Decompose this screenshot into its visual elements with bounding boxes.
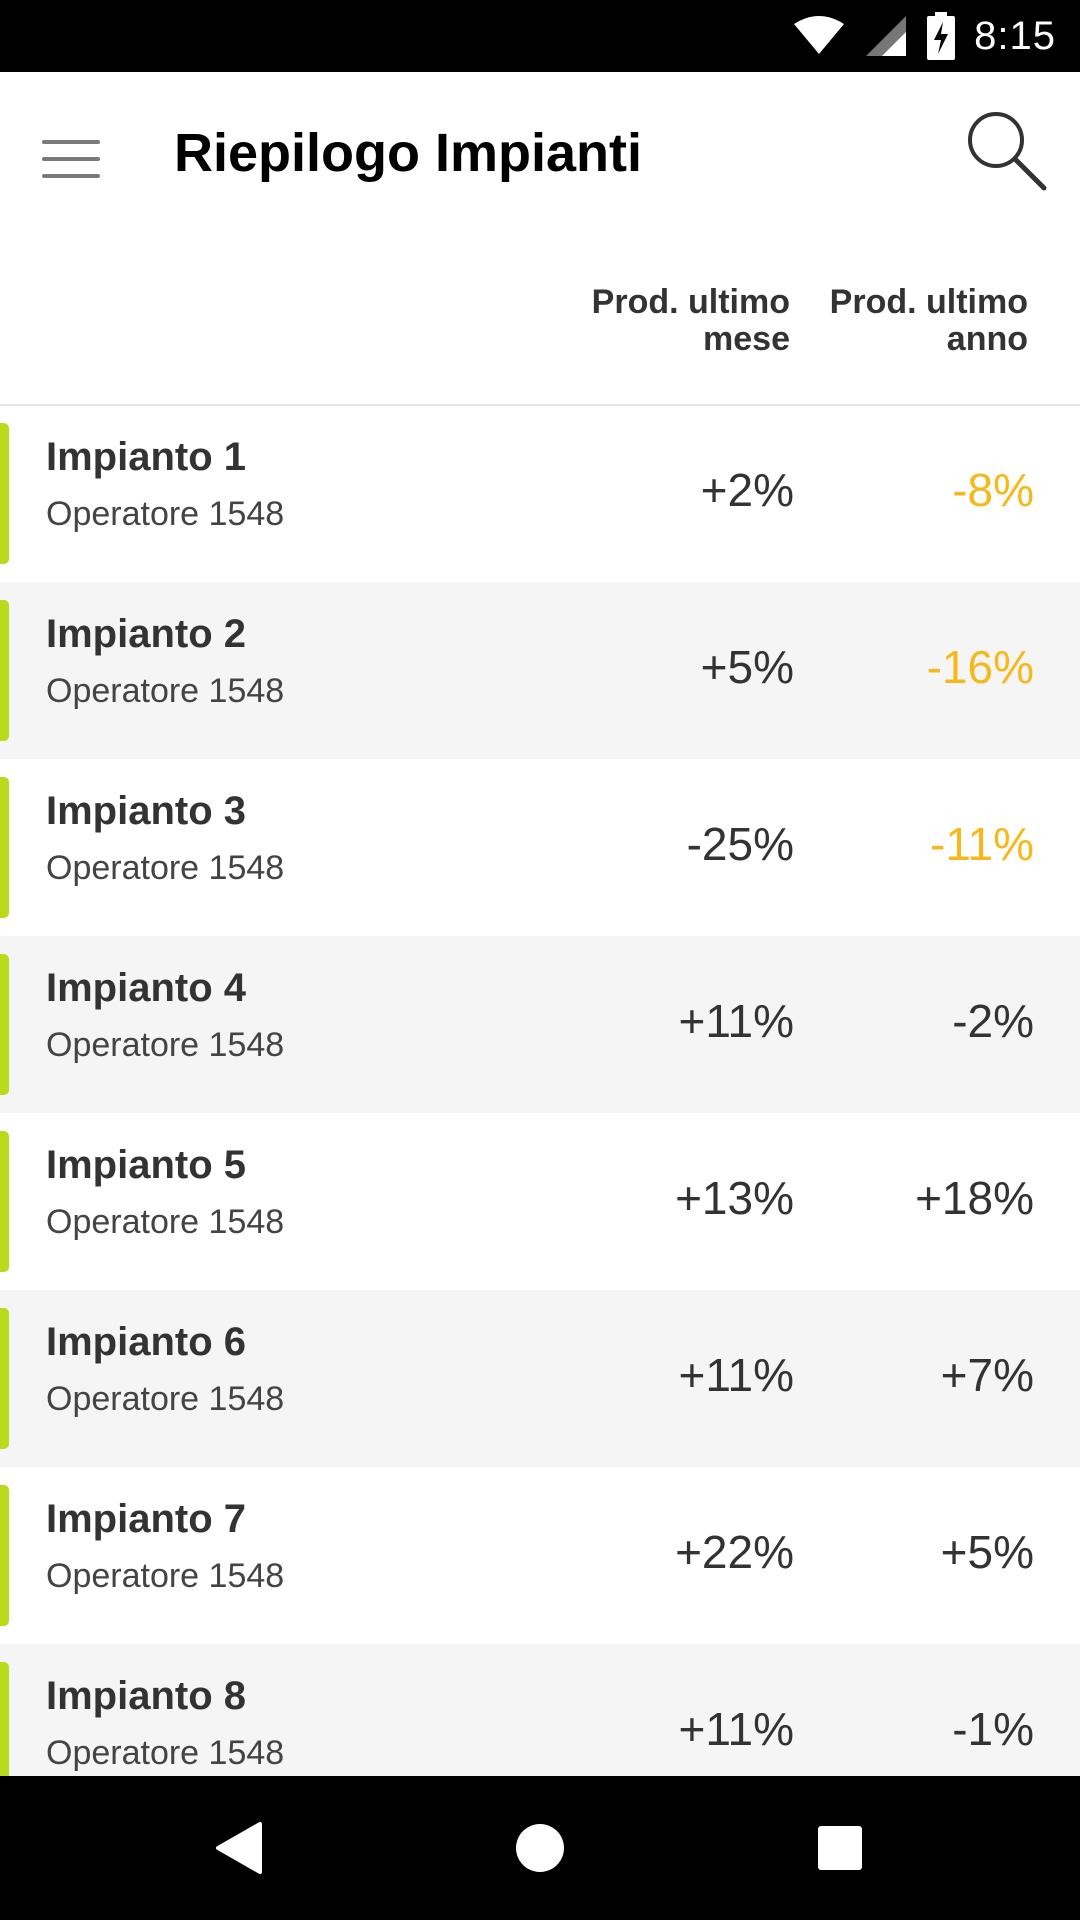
- recents-icon[interactable]: [804, 1812, 876, 1884]
- month-value: +11%: [678, 1349, 794, 1401]
- plant-operator: Operatore 1548: [46, 1203, 285, 1241]
- wifi-icon: [794, 16, 845, 54]
- plant-operator: Operatore 1548: [46, 1734, 285, 1772]
- row-accent-bar: [0, 1131, 9, 1272]
- month-value: +2%: [700, 464, 794, 516]
- year-value: -11%: [930, 818, 1034, 870]
- plant-name: Impianto 4: [46, 966, 247, 1010]
- row-accent-bar: [0, 777, 9, 918]
- year-value: -2%: [952, 995, 1034, 1047]
- year-value: -8%: [952, 464, 1034, 516]
- plant-operator: Operatore 1548: [46, 1380, 285, 1418]
- plant-name: Impianto 7: [46, 1497, 247, 1541]
- menu-icon[interactable]: [30, 116, 114, 200]
- year-value: -16%: [926, 641, 1034, 693]
- battery-charging-icon: [927, 12, 956, 60]
- search-icon[interactable]: [962, 106, 1052, 196]
- signal-icon: [866, 16, 907, 56]
- list-item[interactable]: Impianto 8 Operatore 1548 +11% -1%: [0, 1644, 1080, 1776]
- plant-name: Impianto 1: [46, 435, 247, 479]
- month-value: +22%: [675, 1526, 794, 1578]
- year-value: +5%: [940, 1526, 1034, 1578]
- navigation-bar: [0, 1776, 1080, 1920]
- month-value: -25%: [686, 818, 794, 870]
- page-title: Riepilogo Impianti: [174, 123, 642, 183]
- column-headers: Prod. ultimo mese Prod. ultimo anno: [0, 236, 1080, 406]
- list-item[interactable]: Impianto 7 Operatore 1548 +22% +5%: [0, 1467, 1080, 1644]
- list-item[interactable]: Impianto 6 Operatore 1548 +11% +7%: [0, 1290, 1080, 1467]
- month-value: +13%: [675, 1172, 794, 1224]
- back-icon[interactable]: [204, 1812, 276, 1884]
- plant-operator: Operatore 1548: [46, 495, 285, 533]
- plant-name: Impianto 8: [46, 1674, 247, 1718]
- status-bar: 8:15: [0, 0, 1080, 72]
- home-icon[interactable]: [504, 1812, 576, 1884]
- row-accent-bar: [0, 1308, 9, 1449]
- row-accent-bar: [0, 1662, 9, 1776]
- row-accent-bar: [0, 954, 9, 1095]
- month-value: +5%: [700, 641, 794, 693]
- plant-name: Impianto 5: [46, 1143, 247, 1187]
- plant-list: Impianto 1 Operatore 1548 +2% -8% Impian…: [0, 405, 1080, 1776]
- status-time: 8:15: [974, 13, 1056, 58]
- plant-operator: Operatore 1548: [46, 1026, 285, 1064]
- year-value: -1%: [952, 1703, 1034, 1755]
- list-item[interactable]: Impianto 2 Operatore 1548 +5% -16%: [0, 582, 1080, 759]
- column-header-month[interactable]: Prod. ultimo mese: [591, 283, 790, 358]
- row-accent-bar: [0, 600, 9, 741]
- plant-name: Impianto 6: [46, 1320, 247, 1364]
- year-value: +7%: [940, 1349, 1034, 1401]
- plant-operator: Operatore 1548: [46, 1557, 285, 1595]
- row-accent-bar: [0, 423, 9, 564]
- list-item[interactable]: Impianto 1 Operatore 1548 +2% -8%: [0, 405, 1080, 582]
- month-value: +11%: [678, 1703, 794, 1755]
- year-value: +18%: [915, 1172, 1034, 1224]
- plant-operator: Operatore 1548: [46, 672, 285, 710]
- plant-name: Impianto 3: [46, 789, 247, 833]
- month-value: +11%: [678, 995, 794, 1047]
- list-item[interactable]: Impianto 3 Operatore 1548 -25% -11%: [0, 759, 1080, 936]
- list-item[interactable]: Impianto 4 Operatore 1548 +11% -2%: [0, 936, 1080, 1113]
- column-header-year[interactable]: Prod. ultimo anno: [829, 283, 1028, 358]
- plant-operator: Operatore 1548: [46, 849, 285, 887]
- row-accent-bar: [0, 1485, 9, 1626]
- app-bar: Riepilogo Impianti: [0, 72, 1080, 236]
- plant-name: Impianto 2: [46, 612, 247, 656]
- list-item[interactable]: Impianto 5 Operatore 1548 +13% +18%: [0, 1113, 1080, 1290]
